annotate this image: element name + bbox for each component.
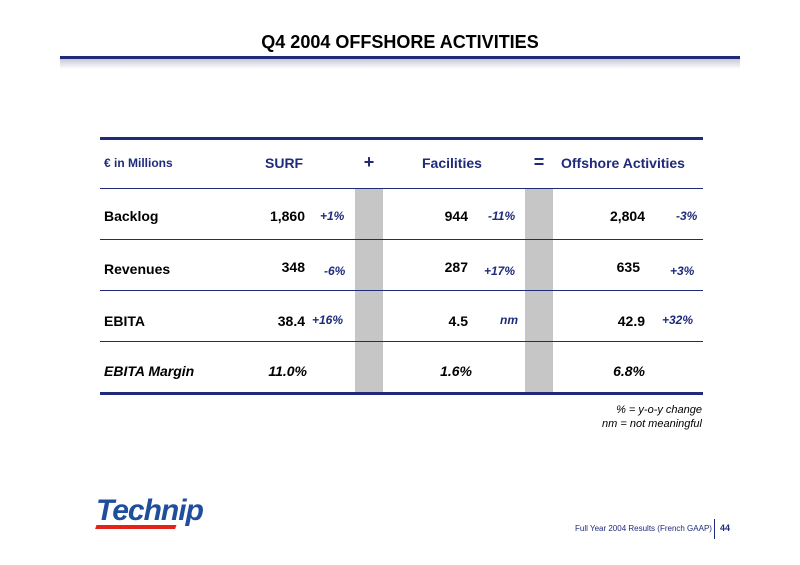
surf-backlog: 1,860 <box>269 208 305 224</box>
surf-revenues-change: -6% <box>324 264 346 278</box>
note-not-meaningful: nm = not meaningful <box>602 418 702 430</box>
surf-ebita: 38.4 <box>277 313 305 329</box>
row-rule <box>100 341 703 342</box>
offshore-backlog: 2,804 <box>609 208 645 224</box>
offshore-ebita: 42.9 <box>617 313 645 329</box>
footer-separator <box>714 519 715 539</box>
title-underline <box>60 56 740 59</box>
surf-backlog-change: +1% <box>320 209 345 223</box>
offshore-revenues: 635 <box>616 259 640 275</box>
header-rule <box>100 188 703 189</box>
facilities-ebita: 4.5 <box>448 313 468 329</box>
offshore-revenues-change: +3% <box>670 264 695 278</box>
surf-ebita-margin: 11.0% <box>268 363 307 379</box>
facilities-backlog-change: -11% <box>488 209 516 223</box>
header-surf: SURF <box>265 155 304 171</box>
table-top-rule <box>100 137 703 140</box>
page-number: 44 <box>720 523 731 533</box>
facilities-backlog: 944 <box>444 208 468 224</box>
offshore-backlog-change: -3% <box>676 209 698 223</box>
row-rule <box>100 239 703 240</box>
row-label-revenues: Revenues <box>104 261 171 277</box>
facilities-revenues-change: +17% <box>484 264 516 278</box>
surf-revenues: 348 <box>281 259 305 275</box>
table-bottom-rule <box>100 392 703 395</box>
title-shadow <box>60 59 740 69</box>
header-unit-label: € in Millions <box>104 156 173 170</box>
results-table: € in Millions SURF + Facilities = Offsho… <box>100 137 703 395</box>
facilities-ebita-change: nm <box>500 313 518 327</box>
offshore-ebita-change: +32% <box>662 313 694 327</box>
note-yoy-change: % = y-o-y change <box>616 404 702 416</box>
footer-caption: Full Year 2004 Results (French GAAP) <box>575 524 712 533</box>
svg-text:Technip: Technip <box>96 494 204 527</box>
row-rule <box>100 290 703 291</box>
row-label-backlog: Backlog <box>104 208 159 224</box>
equals-sign: = <box>533 152 545 172</box>
plus-sign: + <box>363 152 375 172</box>
offshore-ebita-margin: 6.8% <box>613 363 645 379</box>
header-offshore-activities: Offshore Activities <box>561 155 685 171</box>
header-facilities: Facilities <box>422 155 482 171</box>
row-label-ebita-margin: EBITA Margin <box>104 363 195 379</box>
surf-ebita-change: +16% <box>312 313 344 327</box>
page-title: Q4 2004 OFFSHORE ACTIVITIES <box>261 32 539 52</box>
facilities-ebita-margin: 1.6% <box>440 363 472 379</box>
row-label-ebita: EBITA <box>104 313 145 329</box>
technip-logo: Technip <box>94 488 224 537</box>
technip-logo-graphic: Technip <box>95 494 205 529</box>
facilities-revenues: 287 <box>444 259 468 275</box>
